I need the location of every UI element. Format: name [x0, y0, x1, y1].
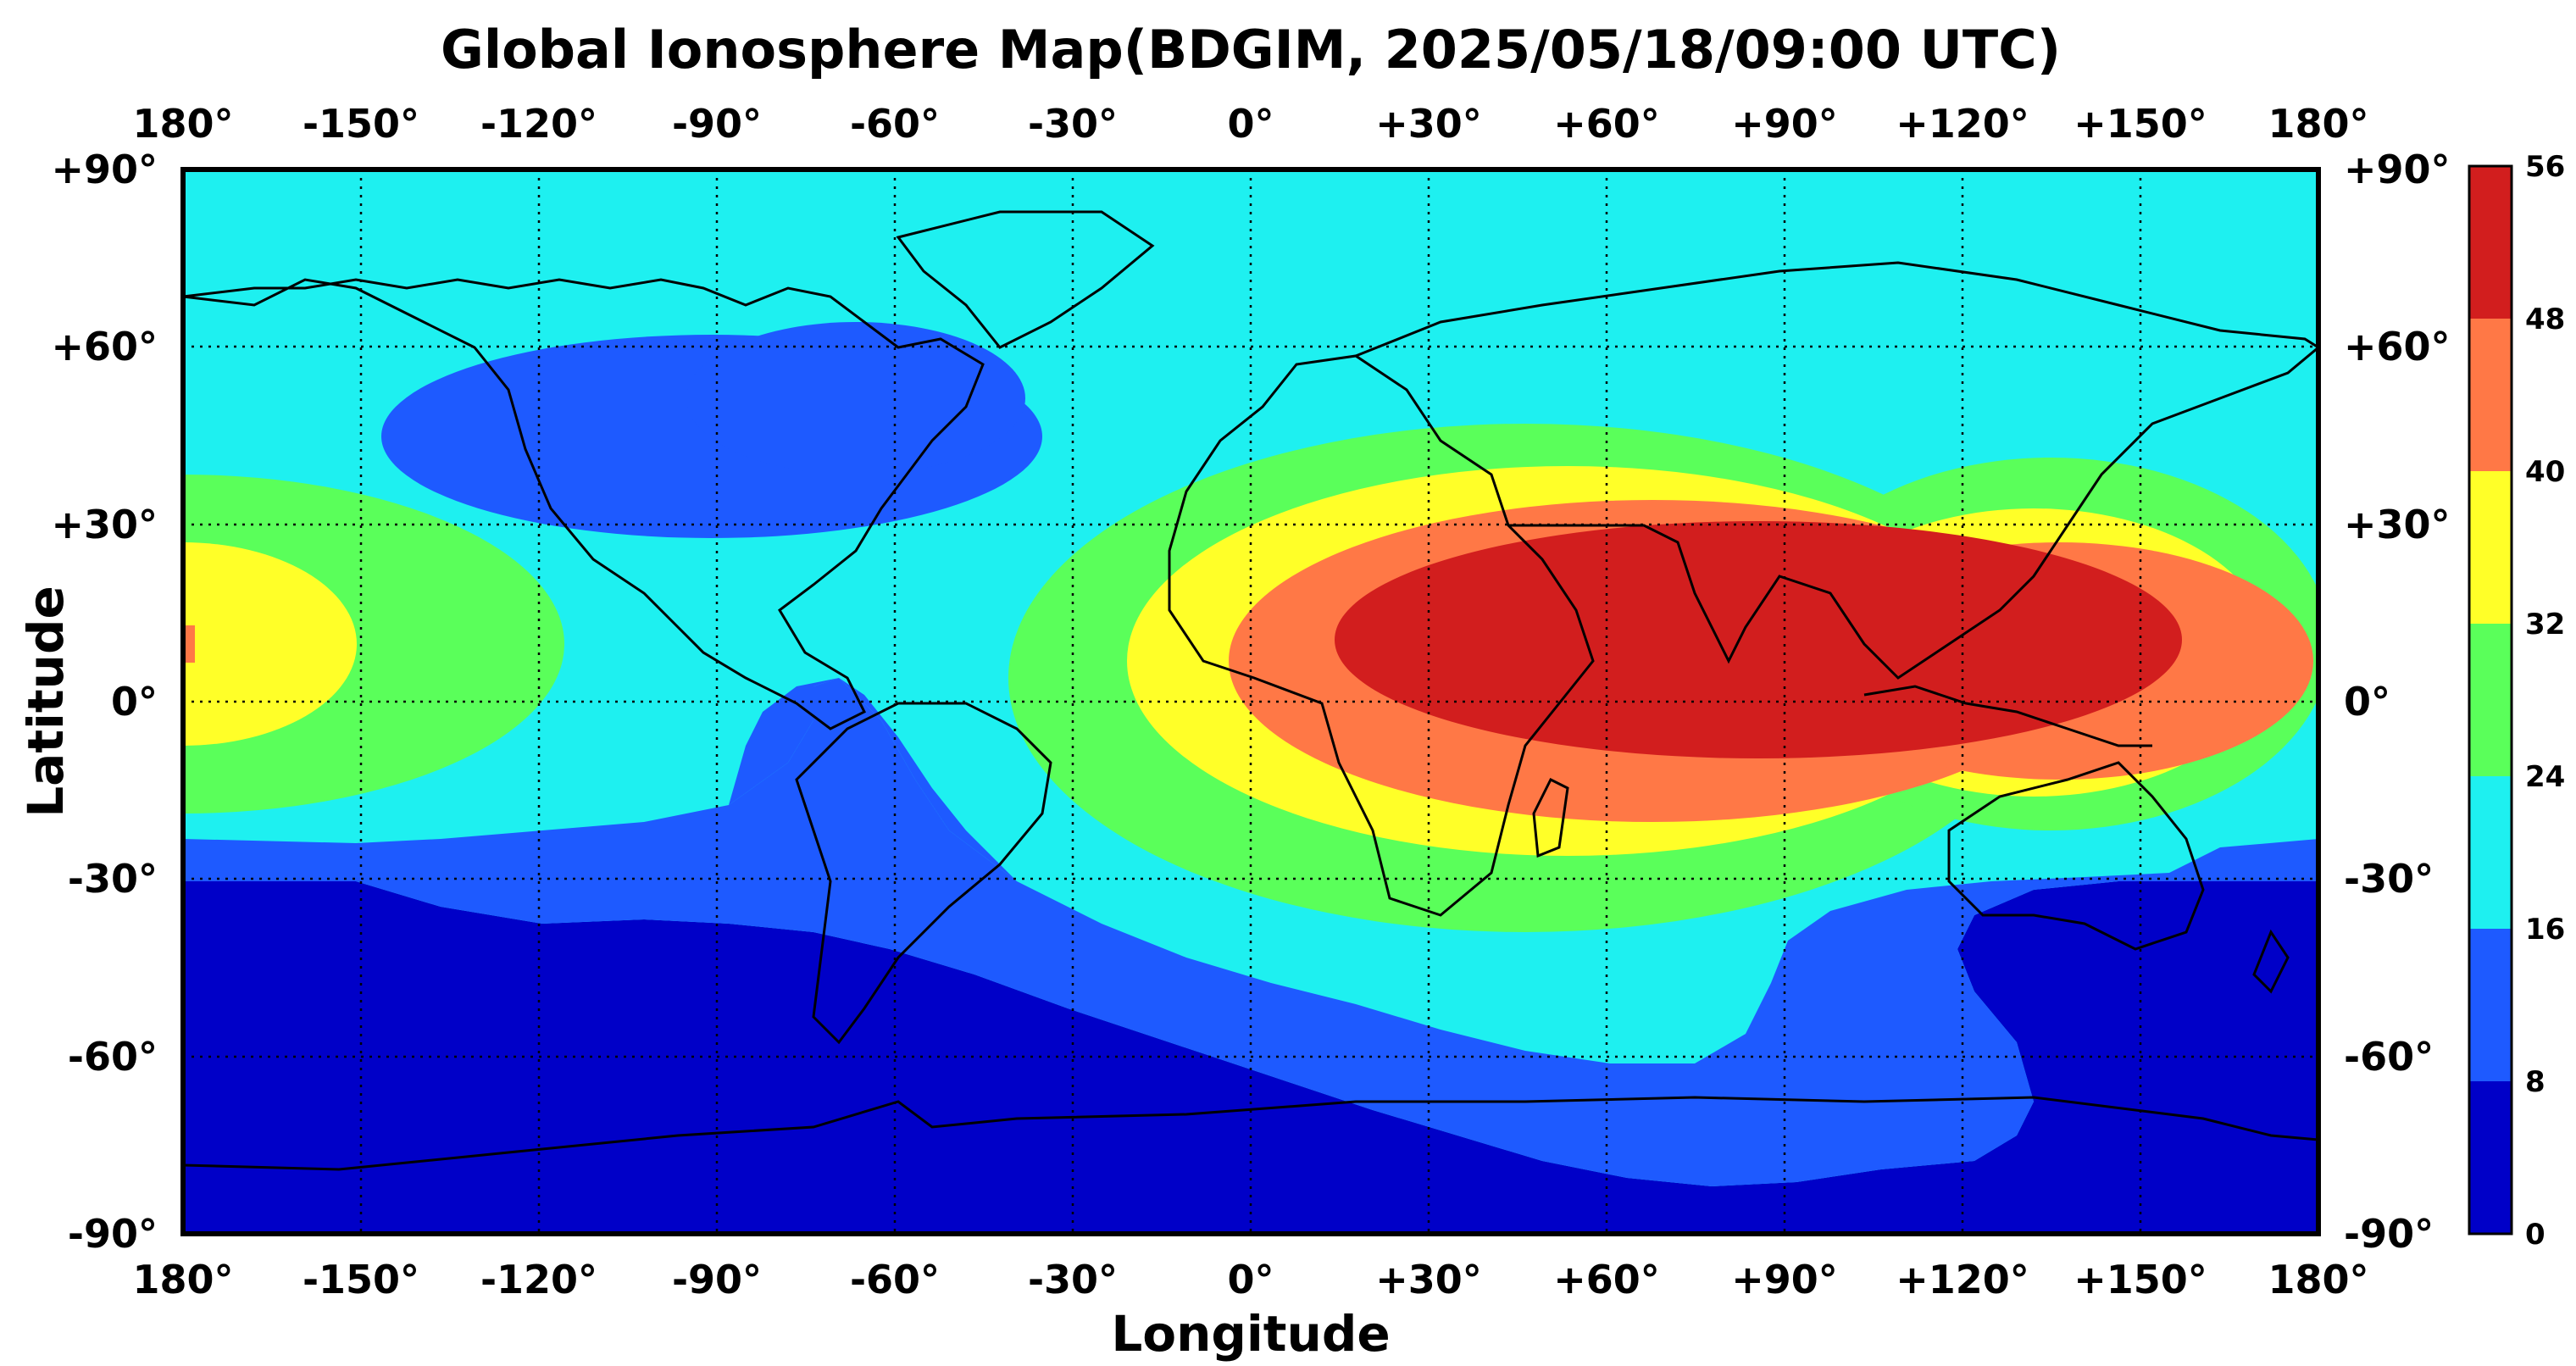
tec-band-40-48-pacific-left [183, 625, 195, 663]
top-tick-label: -120° [480, 101, 597, 147]
bottom-tick-label: 180° [132, 1257, 233, 1302]
colorbar: 0 8 16 24 32 40 48 56 [2468, 150, 2565, 1252]
right-tick-label: +30° [2344, 502, 2451, 547]
coastline-north-america [183, 278, 985, 730]
coastline-new-zealand [2252, 929, 2290, 994]
right-tick-label: -90° [2344, 1211, 2434, 1257]
graticule [183, 169, 2318, 1234]
bottom-tick-label: +60° [1553, 1257, 1660, 1302]
colorbar-segment [2469, 776, 2512, 929]
bottom-tick-label: -90° [672, 1257, 762, 1302]
coastline-australia [1947, 761, 2205, 951]
top-tick-label: +150° [2074, 101, 2207, 147]
top-tick-label: +90° [1731, 101, 1838, 147]
colorbar-tick-label: 40 [2525, 455, 2565, 489]
plot-frame [180, 167, 2321, 1236]
tec-tongue-south-america [729, 678, 1017, 881]
right-tick-label: -30° [2344, 856, 2434, 902]
top-tick-label: 180° [132, 101, 233, 147]
bottom-tick-label: 0° [1227, 1257, 1274, 1302]
top-longitude-ticks: 180° -150° -120° -90° -60° -30° 0° +30° … [132, 101, 2368, 147]
top-tick-label: -150° [303, 101, 419, 147]
colorbar-tick-label: 16 [2525, 913, 2565, 947]
left-tick-label: -90° [68, 1211, 158, 1257]
top-tick-label: +30° [1375, 101, 1482, 147]
colorbar-tick-label: 48 [2525, 303, 2565, 336]
colorbar-tick-label: 0 [2525, 1218, 2545, 1252]
top-tick-label: 180° [2268, 101, 2368, 147]
plot-area [183, 169, 2318, 1234]
left-tick-label: 0° [111, 679, 158, 725]
left-tick-label: -30° [68, 856, 158, 902]
coastlines [183, 210, 2318, 1171]
colorbar-segment [2469, 624, 2512, 776]
right-tick-label: 0° [2344, 679, 2390, 725]
colorbar-frame [2468, 164, 2513, 1236]
bottom-tick-label: -120° [480, 1257, 597, 1302]
top-tick-label: -60° [850, 101, 940, 147]
y-axis-label: Latitude [17, 586, 75, 818]
bottom-tick-label: -60° [850, 1257, 940, 1302]
coastline-europe-africa [1168, 354, 1595, 917]
bottom-tick-label: -150° [303, 1257, 419, 1302]
top-tick-label: -30° [1028, 101, 1118, 147]
bottom-tick-label: 180° [2268, 1257, 2368, 1302]
bottom-longitude-ticks: 180° -150° -120° -90° -60° -30° 0° +30° … [132, 1257, 2368, 1302]
bottom-tick-label: +30° [1375, 1257, 1482, 1302]
coastline-greenland [896, 210, 1155, 349]
top-tick-label: +60° [1553, 101, 1660, 147]
top-tick-label: -90° [672, 101, 762, 147]
tec-band-32-40-pacific-left [183, 542, 357, 746]
colorbar-tick-label: 8 [2525, 1065, 2545, 1099]
left-tick-label: +30° [51, 502, 158, 547]
bottom-tick-label: +120° [1896, 1257, 2029, 1302]
colorbar-tick-label: 24 [2525, 760, 2565, 794]
coastline-maritime-continent [1863, 685, 2152, 747]
x-axis-label: Longitude [1111, 1305, 1390, 1363]
bottom-tick-label: +90° [1731, 1257, 1838, 1302]
coastline-madagascar [1532, 777, 1569, 858]
coastline-asia [1355, 261, 2318, 680]
map-title: Global Ionosphere Map(BDGIM, 2025/05/18/… [441, 19, 2061, 81]
coastline-antarctica [183, 1096, 2318, 1171]
left-latitude-ticks: +90° +60° +30° 0° -30° -60° -90° [51, 147, 158, 1257]
colorbar-segment [2469, 319, 2512, 471]
right-latitude-ticks: +90° +60° +30° 0° -30° -60° -90° [2344, 147, 2451, 1257]
left-tick-label: +60° [51, 324, 158, 369]
colorbar-segment [2469, 471, 2512, 624]
colorbar-segment [2469, 1081, 2512, 1234]
tec-band-48-56-east [1335, 521, 2182, 758]
tec-blob-north-america-extend [686, 322, 1025, 475]
bottom-tick-label: +150° [2074, 1257, 2207, 1302]
top-tick-label: +120° [1896, 101, 2029, 147]
coastline-south-america [795, 702, 1052, 1045]
top-tick-label: 0° [1227, 101, 1274, 147]
bottom-tick-label: -30° [1028, 1257, 1118, 1302]
right-tick-label: +60° [2344, 324, 2451, 369]
colorbar-segment [2469, 929, 2512, 1081]
right-tick-label: +90° [2344, 147, 2451, 192]
colorbar-segment [2469, 166, 2512, 319]
right-tick-label: -60° [2344, 1034, 2434, 1080]
colorbar-tick-label: 56 [2525, 150, 2565, 184]
left-tick-label: +90° [51, 147, 158, 192]
colorbar-tick-label: 32 [2525, 608, 2565, 641]
left-tick-label: -60° [68, 1034, 158, 1080]
